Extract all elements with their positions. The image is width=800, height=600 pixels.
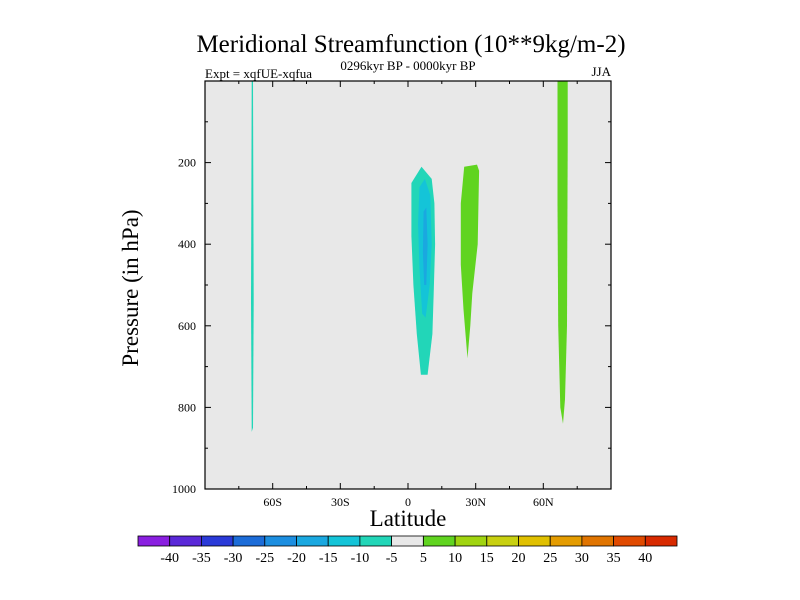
colorbar-swatch	[486, 535, 519, 547]
axis-ticks: 60S 30S 0 30N 60N 200 400 600 800 1000	[172, 81, 611, 509]
region-positive-cell-30n	[460, 164, 480, 359]
colorbar-swatch	[518, 535, 551, 547]
colorbar-label: -5	[386, 551, 398, 566]
colorbar-label: -25	[255, 551, 274, 566]
colorbar-swatch	[644, 535, 678, 547]
colorbar-swatch	[169, 535, 202, 547]
colorbar-swatch	[327, 535, 361, 547]
colorbar-swatch	[296, 535, 329, 547]
colorbar-label: 25	[543, 551, 557, 566]
colorbar-swatch	[581, 535, 615, 547]
x-axis-label: Latitude	[370, 506, 447, 531]
colorbar-swatch	[359, 535, 393, 547]
y-tick-label: 800	[178, 400, 196, 414]
colorbar-label: -35	[192, 551, 211, 566]
y-tick-label: 1000	[172, 482, 196, 496]
colorbar-swatch	[454, 535, 488, 547]
colorbar-label: 20	[512, 551, 526, 566]
colorbar-swatch	[391, 535, 424, 547]
chart-title: Meridional Streamfunction (10**9kg/m-2)	[196, 31, 625, 58]
colorbar-label: -20	[287, 551, 306, 566]
colorbar-swatch	[200, 535, 234, 547]
region-negative-cell-inner	[422, 207, 428, 285]
x-tick-label: 30N	[465, 495, 486, 509]
y-tick-label: 200	[178, 156, 196, 170]
colorbar-swatch	[549, 535, 583, 547]
colorbar-label: -15	[319, 551, 338, 566]
region-negative-sliver-68s	[251, 81, 254, 432]
season-label: JJA	[591, 64, 611, 79]
colorbar-label: -40	[160, 551, 179, 566]
colorbar-label: 35	[607, 551, 621, 566]
colorbar-label: 30	[575, 551, 589, 566]
x-tick-label: 0	[405, 495, 411, 509]
colorbar-label: -30	[224, 551, 243, 566]
colorbar-swatch	[613, 535, 646, 547]
region-negative-tick-14s	[382, 170, 384, 194]
colorbar-label: 40	[638, 551, 652, 566]
colorbar-label: -10	[351, 551, 370, 566]
y-axis-label: Pressure (in hPa)	[118, 209, 143, 366]
x-tick-label: 60S	[263, 495, 282, 509]
colorbar: -40 -35 -30 -25 -20 -15 -10 -5 5 10 15 20 25 30 35 40	[137, 535, 678, 566]
x-tick-label: 30S	[331, 495, 350, 509]
colorbar-label: 5	[420, 551, 427, 566]
contour-regions	[244, 81, 568, 449]
experiment-label: Expt = xqfUE-xqfua	[205, 66, 312, 81]
colorbar-swatch	[422, 535, 456, 547]
colorbar-swatch	[137, 535, 171, 547]
colorbar-label: 10	[448, 551, 462, 566]
period-label: 0296kyr BP - 0000kyr BP	[340, 58, 475, 73]
y-tick-label: 600	[178, 319, 196, 333]
x-tick-label: 60N	[533, 495, 554, 509]
colorbar-label: 15	[480, 551, 494, 566]
region-negative-band-70s	[244, 81, 247, 392]
colorbar-swatch	[264, 535, 297, 547]
y-tick-label: 400	[178, 237, 196, 251]
region-positive-band-68n	[557, 81, 568, 424]
colorbar-swatch	[232, 535, 266, 547]
